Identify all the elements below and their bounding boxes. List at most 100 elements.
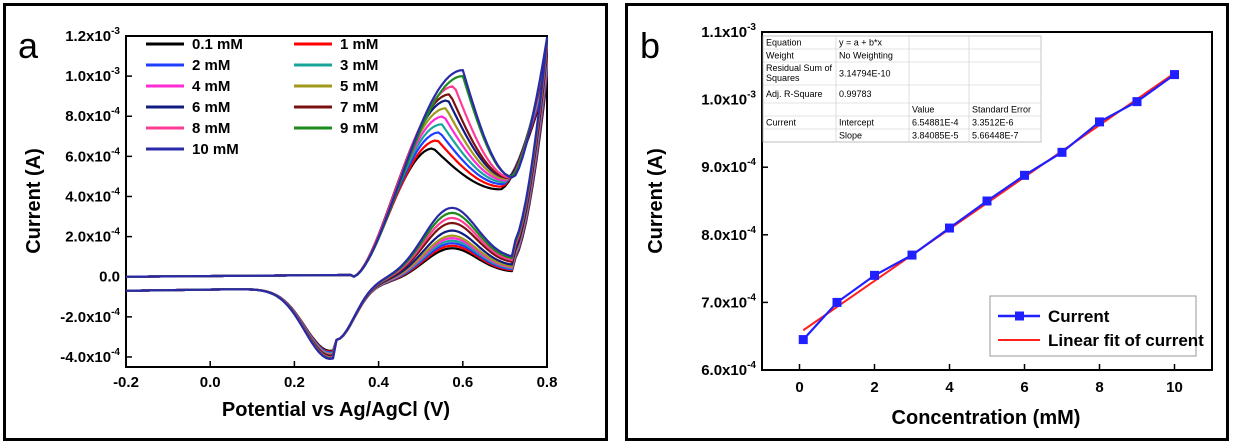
- panel-a-curve-7-mm: [125, 48, 549, 358]
- panel-b-data-point: [1020, 170, 1029, 180]
- panel-a-y-tick-label-base: 4.0x10: [65, 188, 111, 205]
- panel-a-y-tick-label: 0.0: [99, 269, 120, 286]
- fit-table-cell: No Weighting: [839, 51, 893, 61]
- fit-table-cell: 3.14794E-10: [839, 69, 891, 79]
- fit-table-cell-line: Residual Sum of: [766, 63, 833, 73]
- fit-table-cell: 5.66448E-7: [972, 131, 1019, 141]
- panel-b-x-tick-label: 8: [1095, 379, 1103, 396]
- panel-a-curve-1-mm: [125, 73, 549, 353]
- panel-a-y-tick-label-exponent: -4: [111, 227, 120, 238]
- panel-a-y-tick-label-base: -4.0x10: [60, 349, 111, 366]
- panel-a-y-tick-label-exponent: -3: [111, 66, 120, 77]
- panel-a-legend-label: 0.1 mM: [192, 36, 243, 53]
- panel-a-y-tick-label-base: 2.0x10: [65, 229, 111, 246]
- panel-b-y-tick-label: 6.0x10-4: [701, 360, 756, 379]
- panel-a-y-tick-label-base: 1.2x10: [65, 28, 111, 45]
- panel-a-curve-10-mm: [125, 36, 549, 360]
- panel-a-y-tick-label-base: 0.0: [99, 269, 120, 286]
- panel-a-x-tick-label: 0.0: [200, 374, 221, 391]
- panel-a-x-tick-label: 0.2: [284, 374, 305, 391]
- panel-b-x-tick-label: 10: [1166, 379, 1183, 396]
- panel-b-y-tick-label: 1.0x10-3: [701, 90, 756, 109]
- panel-b-data-point: [1057, 147, 1067, 157]
- panel-a-y-tick-label-exponent: -4: [111, 146, 120, 157]
- panel-b-data-point: [1170, 70, 1179, 80]
- fit-table-cell: Residual Sum of Squares: [766, 63, 833, 83]
- panel-b-data-point: [982, 196, 992, 206]
- panel-a-curve-8-mm: [125, 44, 549, 359]
- panel-b-y-axis-title: Current (A): [645, 148, 667, 254]
- panel-b-ticks: 0 2 4 6 8 106.0x10-47.0x10-48.0x10-49.0x10-41…: [701, 22, 1183, 396]
- panel-a-y-tick-label-exponent: -4: [111, 307, 120, 318]
- panel-a-curves: [125, 36, 549, 360]
- panel-b-legend-label: Linear fit of current: [1048, 331, 1204, 350]
- panel-a-y-tick-label: -4.0x10-4: [60, 347, 120, 366]
- panel-b-y-tick-label: 9.0x10-4: [701, 157, 756, 176]
- fit-table-cell: Standard Error: [972, 105, 1031, 115]
- panel-a-x-axis-title: Potential vs Ag/AgCl (V): [222, 399, 450, 421]
- panel-b-x-tick-label: 2: [870, 379, 878, 396]
- panel-a-y-tick-label-base: -2.0x10: [60, 309, 111, 326]
- panel-a-y-axis-title: Current (A): [23, 148, 45, 254]
- panel-a-legend: 0.1 mM 1 mM 2 mM 3 mM 4 mM 5 mM 6 mM 7 mM 8 mM 9 …: [146, 36, 378, 158]
- panel-a-x-tick-label: 0.6: [452, 374, 473, 391]
- panel-a-y-tick-label-base: 6.0x10: [65, 148, 111, 165]
- panel-b-letter: b: [640, 25, 660, 66]
- panel-a-letter: a: [18, 25, 39, 66]
- fit-table-cell: Equation: [766, 38, 802, 48]
- panel-a-ticks: -0.2 0.0 0.2 0.4 0.6 0.8-4.0x10-4-2.0x10-40.0…: [60, 26, 557, 391]
- panel-a-y-tick-label: 6.0x10-4: [65, 146, 120, 165]
- panel-b-data-point: [870, 270, 879, 280]
- fit-table-cell: 3.84085E-5: [912, 131, 959, 141]
- panel-b-y-tick-label-base: 1.0x10: [701, 92, 747, 109]
- panel-a-y-tick-label-exponent: -3: [111, 26, 120, 37]
- panel-b-data-point: [832, 297, 842, 307]
- fit-table-cell: Slope: [839, 131, 862, 141]
- fit-table-cell: 0.99783: [839, 89, 872, 99]
- panel-b-y-tick-label-base: 1.1x10: [701, 24, 747, 41]
- panel-b-y-tick-label-base: 9.0x10: [701, 159, 747, 176]
- panel-a-legend-label: 7 mM: [340, 99, 378, 116]
- panel-b-x-tick-label: 4: [945, 379, 954, 396]
- panel-b-y-tick-label-exponent: -4: [747, 225, 756, 236]
- panel-a-y-tick-label-exponent: -4: [111, 106, 120, 117]
- fit-table-cell: Current: [766, 118, 797, 128]
- panel-a-legend-label: 9 mM: [340, 120, 378, 137]
- panel-b-series: [798, 70, 1179, 345]
- panel-b-y-tick-label-exponent: -4: [747, 292, 756, 303]
- panel-a-x-tick-label: 0.8: [537, 374, 558, 391]
- panel-a-y-tick-label-exponent: -4: [111, 186, 120, 197]
- panel-a-y-tick-label-exponent: -4: [111, 347, 120, 358]
- panel-b-data-point: [798, 335, 808, 345]
- panel-a-y-tick-label: 2.0x10-4: [65, 227, 120, 246]
- panel-a-curve-4-mm: [125, 61, 549, 356]
- panel-b-y-tick-label-exponent: -4: [747, 157, 756, 168]
- panel-a-legend-label: 8 mM: [192, 120, 230, 137]
- panel-a-x-tick-label: 0.4: [368, 374, 390, 391]
- panel-a-legend-label: 5 mM: [340, 78, 378, 95]
- panel-a-y-tick-label-base: 1.0x10: [65, 68, 111, 85]
- panel-a-legend-label: 3 mM: [340, 57, 378, 74]
- panel-a-legend-label: 4 mM: [192, 78, 230, 95]
- panel-b-y-tick-label: 1.1x10-3: [701, 22, 756, 41]
- panel-b-legend-marker: [1015, 311, 1024, 321]
- panel-a-y-tick-label: -2.0x10-4: [60, 307, 120, 326]
- panel-b-fit-table: Equation y = a + b*x Weight No Weighting Res…: [762, 35, 1042, 143]
- panel-b-x-axis-title: Concentration (mM): [892, 407, 1081, 429]
- panel-b-legend: Current Linear fit of current: [989, 295, 1204, 357]
- fit-table-cell: Adj. R-Square: [766, 89, 823, 99]
- panel-b-x-tick-label: 6: [1020, 379, 1028, 396]
- panel-a-legend-label: 10 mM: [192, 141, 239, 158]
- panel-a-curve-6-mm: [125, 53, 549, 357]
- panel-a-legend-label: 6 mM: [192, 99, 230, 116]
- panel-b-data-point: [945, 223, 954, 233]
- panel-a-curve-0-1-mm: [125, 77, 549, 352]
- fit-table-cell: Weight: [766, 51, 794, 61]
- panel-b-y-tick-label-base: 7.0x10: [701, 294, 747, 311]
- panel-a-y-tick-label: 8.0x10-4: [65, 106, 120, 125]
- panel-b-y-tick-label-exponent: -3: [747, 90, 756, 101]
- panel-a-curve-2-mm: [125, 69, 549, 354]
- panel-a-legend-label: 1 mM: [340, 36, 378, 53]
- fit-table-cell: 3.3512E-6: [972, 118, 1014, 128]
- panel-b-y-tick-label-exponent: -3: [747, 22, 756, 33]
